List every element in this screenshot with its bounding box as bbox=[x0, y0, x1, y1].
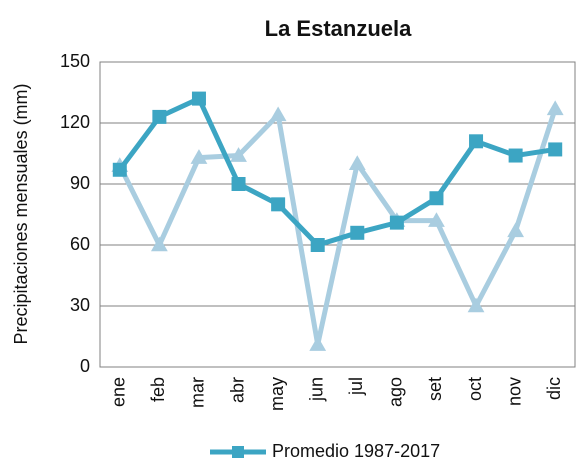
x-tick-label: may bbox=[267, 377, 287, 411]
series-line bbox=[117, 107, 558, 348]
point bbox=[310, 238, 325, 252]
x-tick-label: abr bbox=[227, 377, 247, 403]
point bbox=[150, 236, 168, 252]
y-tick-label: 120 bbox=[60, 112, 90, 132]
point bbox=[348, 155, 366, 170]
x-tick-label: oct bbox=[465, 377, 485, 401]
point bbox=[152, 109, 167, 124]
y-axis-title: Precipitaciones mensuales (mm) bbox=[11, 83, 31, 344]
point bbox=[429, 191, 444, 206]
chart-title: La Estanzuela bbox=[265, 16, 412, 41]
y-tick-label: 0 bbox=[80, 356, 90, 376]
x-tick-label: ago bbox=[386, 377, 406, 407]
point bbox=[269, 106, 287, 122]
y-tick-label: 30 bbox=[70, 295, 90, 315]
point bbox=[507, 222, 525, 238]
series-line bbox=[117, 96, 556, 248]
point bbox=[230, 147, 247, 162]
point bbox=[508, 148, 523, 163]
point bbox=[467, 297, 485, 313]
x-tick-label: dic bbox=[544, 377, 564, 400]
point bbox=[350, 225, 365, 240]
point bbox=[428, 212, 445, 227]
x-tick-label: feb bbox=[148, 377, 168, 402]
y-tick-label: 90 bbox=[70, 173, 90, 193]
point bbox=[231, 177, 246, 191]
y-tick-label: 60 bbox=[70, 234, 90, 254]
x-tick-label: set bbox=[425, 377, 445, 401]
point bbox=[191, 91, 206, 106]
point bbox=[232, 446, 244, 458]
legend-label: Promedio 1987-2017 bbox=[272, 441, 440, 461]
point bbox=[389, 215, 404, 230]
x-tick-label: mar bbox=[188, 377, 208, 408]
point bbox=[548, 142, 563, 157]
point bbox=[546, 100, 564, 116]
x-tick-label: nov bbox=[504, 377, 524, 406]
y-tick-label: 150 bbox=[60, 51, 90, 71]
point bbox=[469, 134, 484, 149]
point bbox=[112, 162, 127, 177]
point bbox=[309, 336, 327, 351]
x-tick-label: jun bbox=[306, 377, 326, 402]
point bbox=[190, 149, 208, 164]
x-tick-label: ene bbox=[109, 377, 129, 407]
x-tick-label: jul bbox=[346, 377, 366, 396]
point bbox=[271, 197, 286, 212]
